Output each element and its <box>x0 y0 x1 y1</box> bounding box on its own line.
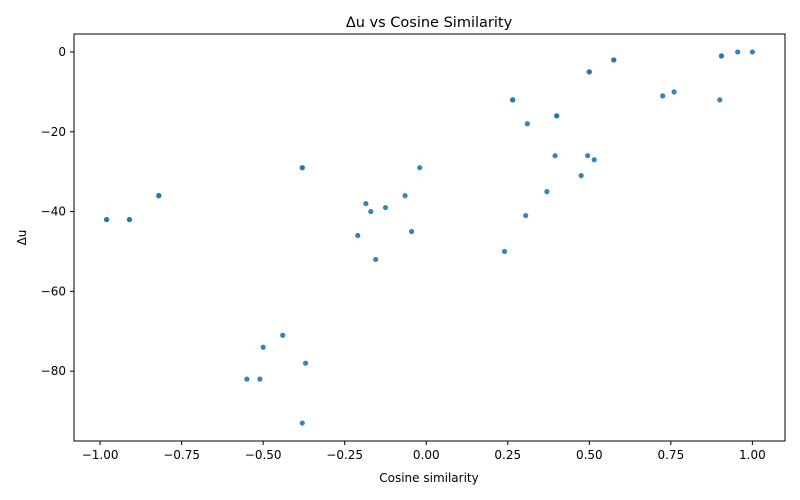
x-tick-label: 1.00 <box>739 448 766 462</box>
data-point <box>501 248 508 255</box>
data-point <box>660 93 666 99</box>
data-point <box>156 193 162 199</box>
x-tick-label: 0.75 <box>657 448 684 462</box>
data-point <box>524 121 530 127</box>
plot-frame <box>73 33 786 442</box>
data-point <box>717 97 723 103</box>
data-point <box>586 69 592 75</box>
data-point <box>591 157 597 163</box>
data-point <box>355 232 361 239</box>
data-point <box>749 49 755 55</box>
x-tick-label: −0.25 <box>326 448 363 462</box>
data-point <box>104 216 110 223</box>
data-point <box>373 256 379 263</box>
data-point <box>408 228 415 235</box>
data-point <box>368 208 374 215</box>
data-point <box>585 153 591 159</box>
y-axis-label: Δu <box>15 230 29 246</box>
ticks-layer: −1.00 −0.75 −0.50 −0.25 0.00 0.25 0.50 0.75 1.00… <box>41 45 766 462</box>
data-point <box>544 189 550 195</box>
points-layer <box>104 49 755 426</box>
data-point <box>244 376 250 382</box>
x-axis-label: Cosine similarity <box>379 471 478 485</box>
data-point <box>671 89 677 95</box>
data-point <box>554 113 560 119</box>
data-point <box>523 212 529 219</box>
y-tick-label: −40 <box>41 205 66 219</box>
data-point <box>718 53 725 59</box>
data-point <box>299 165 305 171</box>
data-point <box>510 97 516 103</box>
y-tick-label: −60 <box>41 284 66 298</box>
x-tick-label: −1.00 <box>82 448 119 462</box>
y-tick-label: 0 <box>58 45 66 59</box>
data-point <box>735 49 741 55</box>
data-point <box>552 153 558 159</box>
x-tick-label: −0.75 <box>163 448 200 462</box>
data-point <box>299 420 305 426</box>
y-tick-label: −20 <box>41 125 66 139</box>
x-tick-label: 0.50 <box>576 448 603 462</box>
data-point <box>260 344 266 350</box>
x-tick-label: 0.00 <box>413 448 440 462</box>
x-tick-label: −0.50 <box>245 448 282 462</box>
x-tick-label: 0.25 <box>494 448 521 462</box>
y-tick-label: −80 <box>41 364 66 378</box>
data-point <box>611 57 617 63</box>
data-point <box>257 376 263 382</box>
data-point <box>417 165 423 171</box>
data-point <box>126 216 133 223</box>
data-point <box>302 360 309 366</box>
data-point <box>578 173 584 179</box>
data-point <box>382 204 389 211</box>
data-point <box>280 332 286 338</box>
chart-title: Δu vs Cosine Similarity <box>346 15 513 31</box>
data-point <box>363 200 369 207</box>
data-point <box>402 193 408 199</box>
